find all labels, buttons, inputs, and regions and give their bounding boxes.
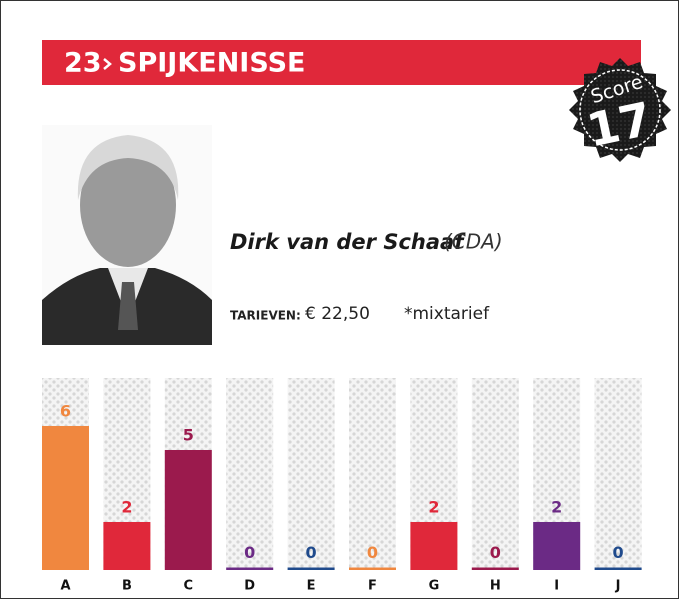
bar bbox=[164, 450, 212, 570]
header-chevron bbox=[103, 58, 112, 70]
category-label: A bbox=[60, 579, 70, 594]
photo-face bbox=[80, 143, 176, 267]
portrait bbox=[42, 125, 212, 345]
value-label: 0 bbox=[306, 543, 317, 562]
column-bg bbox=[594, 378, 642, 570]
value-label: 0 bbox=[244, 543, 255, 562]
bar bbox=[103, 522, 151, 570]
value-label: 2 bbox=[121, 498, 132, 517]
category-label: F bbox=[368, 579, 377, 594]
value-label: 0 bbox=[367, 543, 378, 562]
column-bg bbox=[349, 378, 396, 570]
bar bbox=[471, 567, 519, 570]
value-label: 5 bbox=[183, 426, 194, 445]
header-title: SPIJKENISSE bbox=[118, 48, 305, 79]
header-number: 23 bbox=[64, 48, 102, 79]
value-label: 2 bbox=[551, 498, 562, 517]
value-label: 0 bbox=[613, 543, 624, 562]
category-label: H bbox=[490, 579, 501, 594]
rates-label: TARIEVEN: bbox=[230, 309, 301, 323]
person-name: Dirk van der Schaaf bbox=[230, 230, 466, 254]
rates-note: *mixtarief bbox=[404, 304, 490, 324]
bar-chart: 6 A 2 B 5 C 0 D 0 E 0 F 2 G 0 H 2 I 0 J bbox=[42, 378, 642, 594]
column-bg bbox=[471, 378, 519, 570]
column-bg bbox=[287, 378, 335, 570]
header-bar bbox=[42, 40, 641, 85]
bar bbox=[226, 567, 274, 570]
score-badge: Score 17 bbox=[569, 58, 671, 162]
column-bg bbox=[226, 378, 274, 570]
bar bbox=[42, 426, 89, 570]
score-value: 17 bbox=[582, 92, 656, 158]
bar bbox=[533, 522, 581, 570]
category-label: G bbox=[429, 579, 440, 594]
bar bbox=[594, 567, 642, 570]
category-label: B bbox=[122, 579, 132, 594]
value-label: 6 bbox=[60, 402, 71, 421]
bar bbox=[349, 567, 396, 570]
photo-hair bbox=[77, 135, 179, 200]
category-label: J bbox=[615, 579, 621, 594]
category-label: I bbox=[554, 579, 559, 594]
value-label: 0 bbox=[490, 543, 501, 562]
photo-tie bbox=[118, 282, 138, 330]
category-label: E bbox=[307, 579, 316, 594]
person-party: (CDA) bbox=[444, 230, 503, 254]
badge-ring bbox=[579, 69, 661, 151]
rates-amount: € 22,50 bbox=[305, 304, 370, 324]
value-label: 2 bbox=[428, 498, 439, 517]
bar bbox=[287, 567, 335, 570]
category-label: D bbox=[244, 579, 255, 594]
bar bbox=[410, 522, 458, 570]
category-label: C bbox=[184, 579, 194, 594]
badge-shape bbox=[569, 58, 671, 162]
